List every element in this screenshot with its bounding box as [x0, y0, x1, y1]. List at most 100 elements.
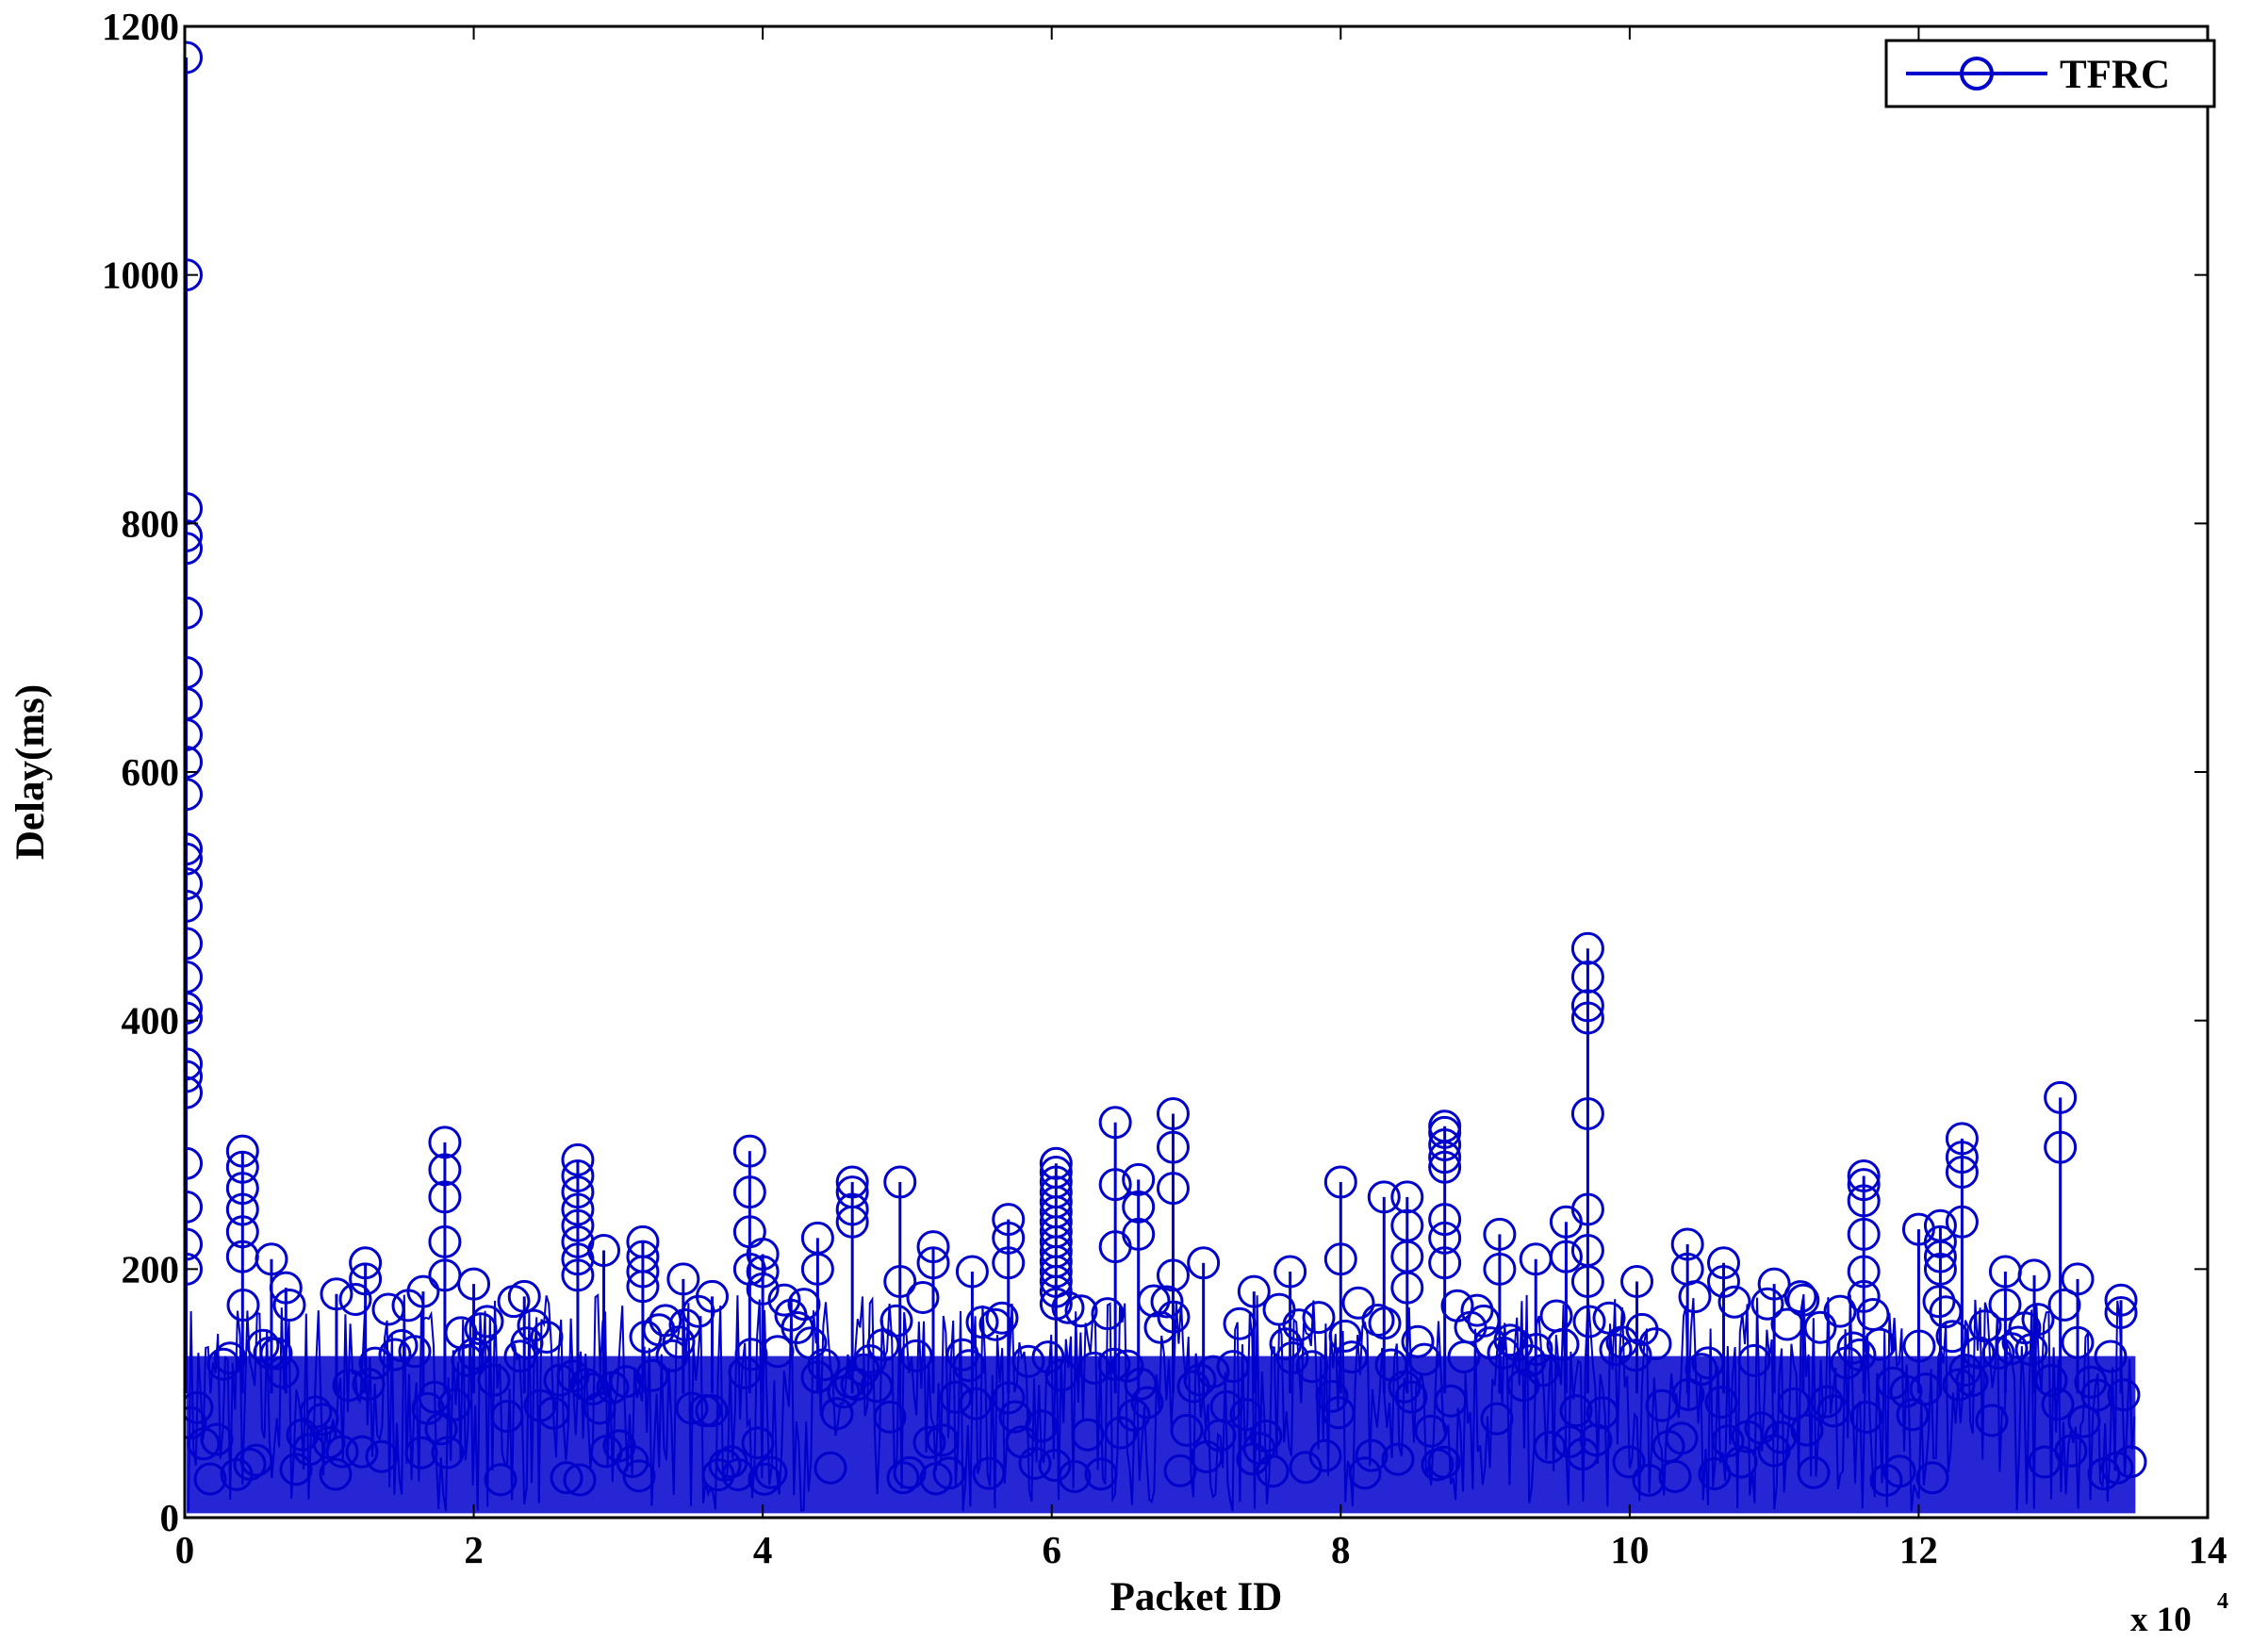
delay-spike — [800, 1221, 834, 1394]
delay-point — [732, 1175, 766, 1209]
delay-marker — [1816, 1394, 1850, 1428]
delay-point — [185, 596, 204, 630]
delay-marker — [1836, 1331, 1870, 1365]
delay-point — [185, 991, 204, 1025]
delay-marker — [1407, 1342, 1441, 1376]
delay-marker — [1586, 1396, 1619, 1430]
delay-point — [561, 1208, 595, 1242]
delay-marker — [550, 1461, 583, 1495]
delay-point — [561, 1158, 595, 1192]
delay-point — [225, 1150, 259, 1184]
delay-marker — [1764, 1421, 1798, 1454]
delay-point — [428, 1224, 462, 1258]
delay-marker — [1077, 1351, 1111, 1385]
delay-marker — [1249, 1419, 1283, 1453]
delay-point — [185, 1252, 204, 1286]
delay-marker — [662, 1325, 696, 1359]
delay-point — [916, 1230, 950, 1264]
delay-marker — [1414, 1414, 1448, 1448]
delay-marker — [1348, 1456, 1382, 1490]
delay-point — [185, 1001, 204, 1035]
delay-point — [1428, 1221, 1462, 1255]
legend: TFRC — [1884, 39, 2216, 108]
delay-point — [746, 1272, 780, 1306]
delay-point — [1122, 1190, 1156, 1224]
delay-marker — [695, 1394, 729, 1427]
delay-marker — [1388, 1370, 1422, 1404]
delay-spike — [1428, 1109, 1462, 1394]
delay-marker — [1962, 1336, 1996, 1370]
delay-marker — [1256, 1454, 1290, 1488]
delay-point — [185, 778, 204, 812]
delay-marker — [1599, 1333, 1633, 1367]
delay-marker — [398, 1335, 432, 1369]
delay-marker — [1282, 1308, 1316, 1342]
delay-marker — [1810, 1385, 1844, 1419]
delay-point — [1428, 1115, 1462, 1149]
delay-spike — [587, 1234, 621, 1394]
delay-marker — [1434, 1384, 1468, 1418]
x-tick-label: 0 — [175, 1528, 195, 1571]
delay-point — [185, 1227, 204, 1261]
x-tick-label: 12 — [1899, 1528, 1938, 1571]
delay-point — [1367, 1180, 1401, 1214]
delay-marker — [1058, 1459, 1092, 1493]
delay-marker — [305, 1403, 339, 1437]
delay-marker — [1381, 1442, 1415, 1476]
delay-marker — [1797, 1455, 1831, 1489]
delay-spike — [2104, 1283, 2138, 1394]
delay-point — [626, 1270, 660, 1304]
delay-marker — [1572, 1305, 1606, 1339]
delay-point — [428, 1180, 462, 1214]
delay-point — [1390, 1180, 1424, 1214]
delay-point — [1549, 1240, 1583, 1273]
delay-marker — [965, 1306, 999, 1339]
delay-marker — [543, 1363, 577, 1397]
x-axis-multiplier: x 10 4 — [2130, 1589, 2228, 1639]
delay-point — [185, 717, 204, 751]
delay-point — [835, 1165, 869, 1199]
delay-point — [835, 1192, 869, 1226]
delay-marker — [1975, 1404, 2009, 1438]
delay-marker — [404, 1436, 438, 1470]
y-tick-label: 600 — [122, 750, 180, 794]
x-axis-ticks: 0 2 4 6 8 10 12 14 — [175, 26, 2227, 1571]
delay-spike — [1945, 1122, 1979, 1394]
delay-point — [1670, 1227, 1704, 1261]
delay-point — [185, 1060, 204, 1093]
delay-marker — [787, 1288, 821, 1322]
delay-point — [1945, 1156, 1979, 1190]
delay-marker — [1361, 1304, 1395, 1337]
delay-point — [732, 1134, 766, 1168]
delay-series-line — [188, 1293, 2136, 1512]
delay-marker — [2014, 1333, 2048, 1367]
delay-point — [1570, 989, 1604, 1023]
delay-spike — [1483, 1217, 1517, 1394]
delay-marker — [1025, 1409, 1059, 1443]
delay-marker — [1355, 1438, 1389, 1472]
delay-point — [185, 832, 204, 866]
delay-marker — [741, 1426, 775, 1460]
delay-point — [2017, 1258, 2051, 1292]
delay-point — [1237, 1274, 1271, 1308]
delay-point — [1428, 1150, 1462, 1184]
delay-point — [185, 41, 204, 74]
delay-marker — [1612, 1445, 1646, 1479]
delay-point — [225, 1215, 259, 1249]
delay-point — [955, 1255, 989, 1289]
delay-spike — [185, 41, 204, 1394]
delay-point — [1570, 1097, 1604, 1131]
delay-point — [1428, 1246, 1462, 1280]
delay-point — [185, 532, 204, 566]
delay-spike — [349, 1246, 383, 1394]
delay-point — [746, 1238, 780, 1272]
delay-marker — [906, 1281, 940, 1314]
x-tick-label: 2 — [464, 1528, 484, 1571]
delay-marker — [668, 1308, 702, 1341]
delay-marker — [1638, 1327, 1672, 1361]
delay-marker — [1038, 1449, 1072, 1482]
delay-spike — [666, 1262, 700, 1394]
delay-spike — [1670, 1227, 1704, 1394]
delay-marker — [477, 1363, 511, 1397]
